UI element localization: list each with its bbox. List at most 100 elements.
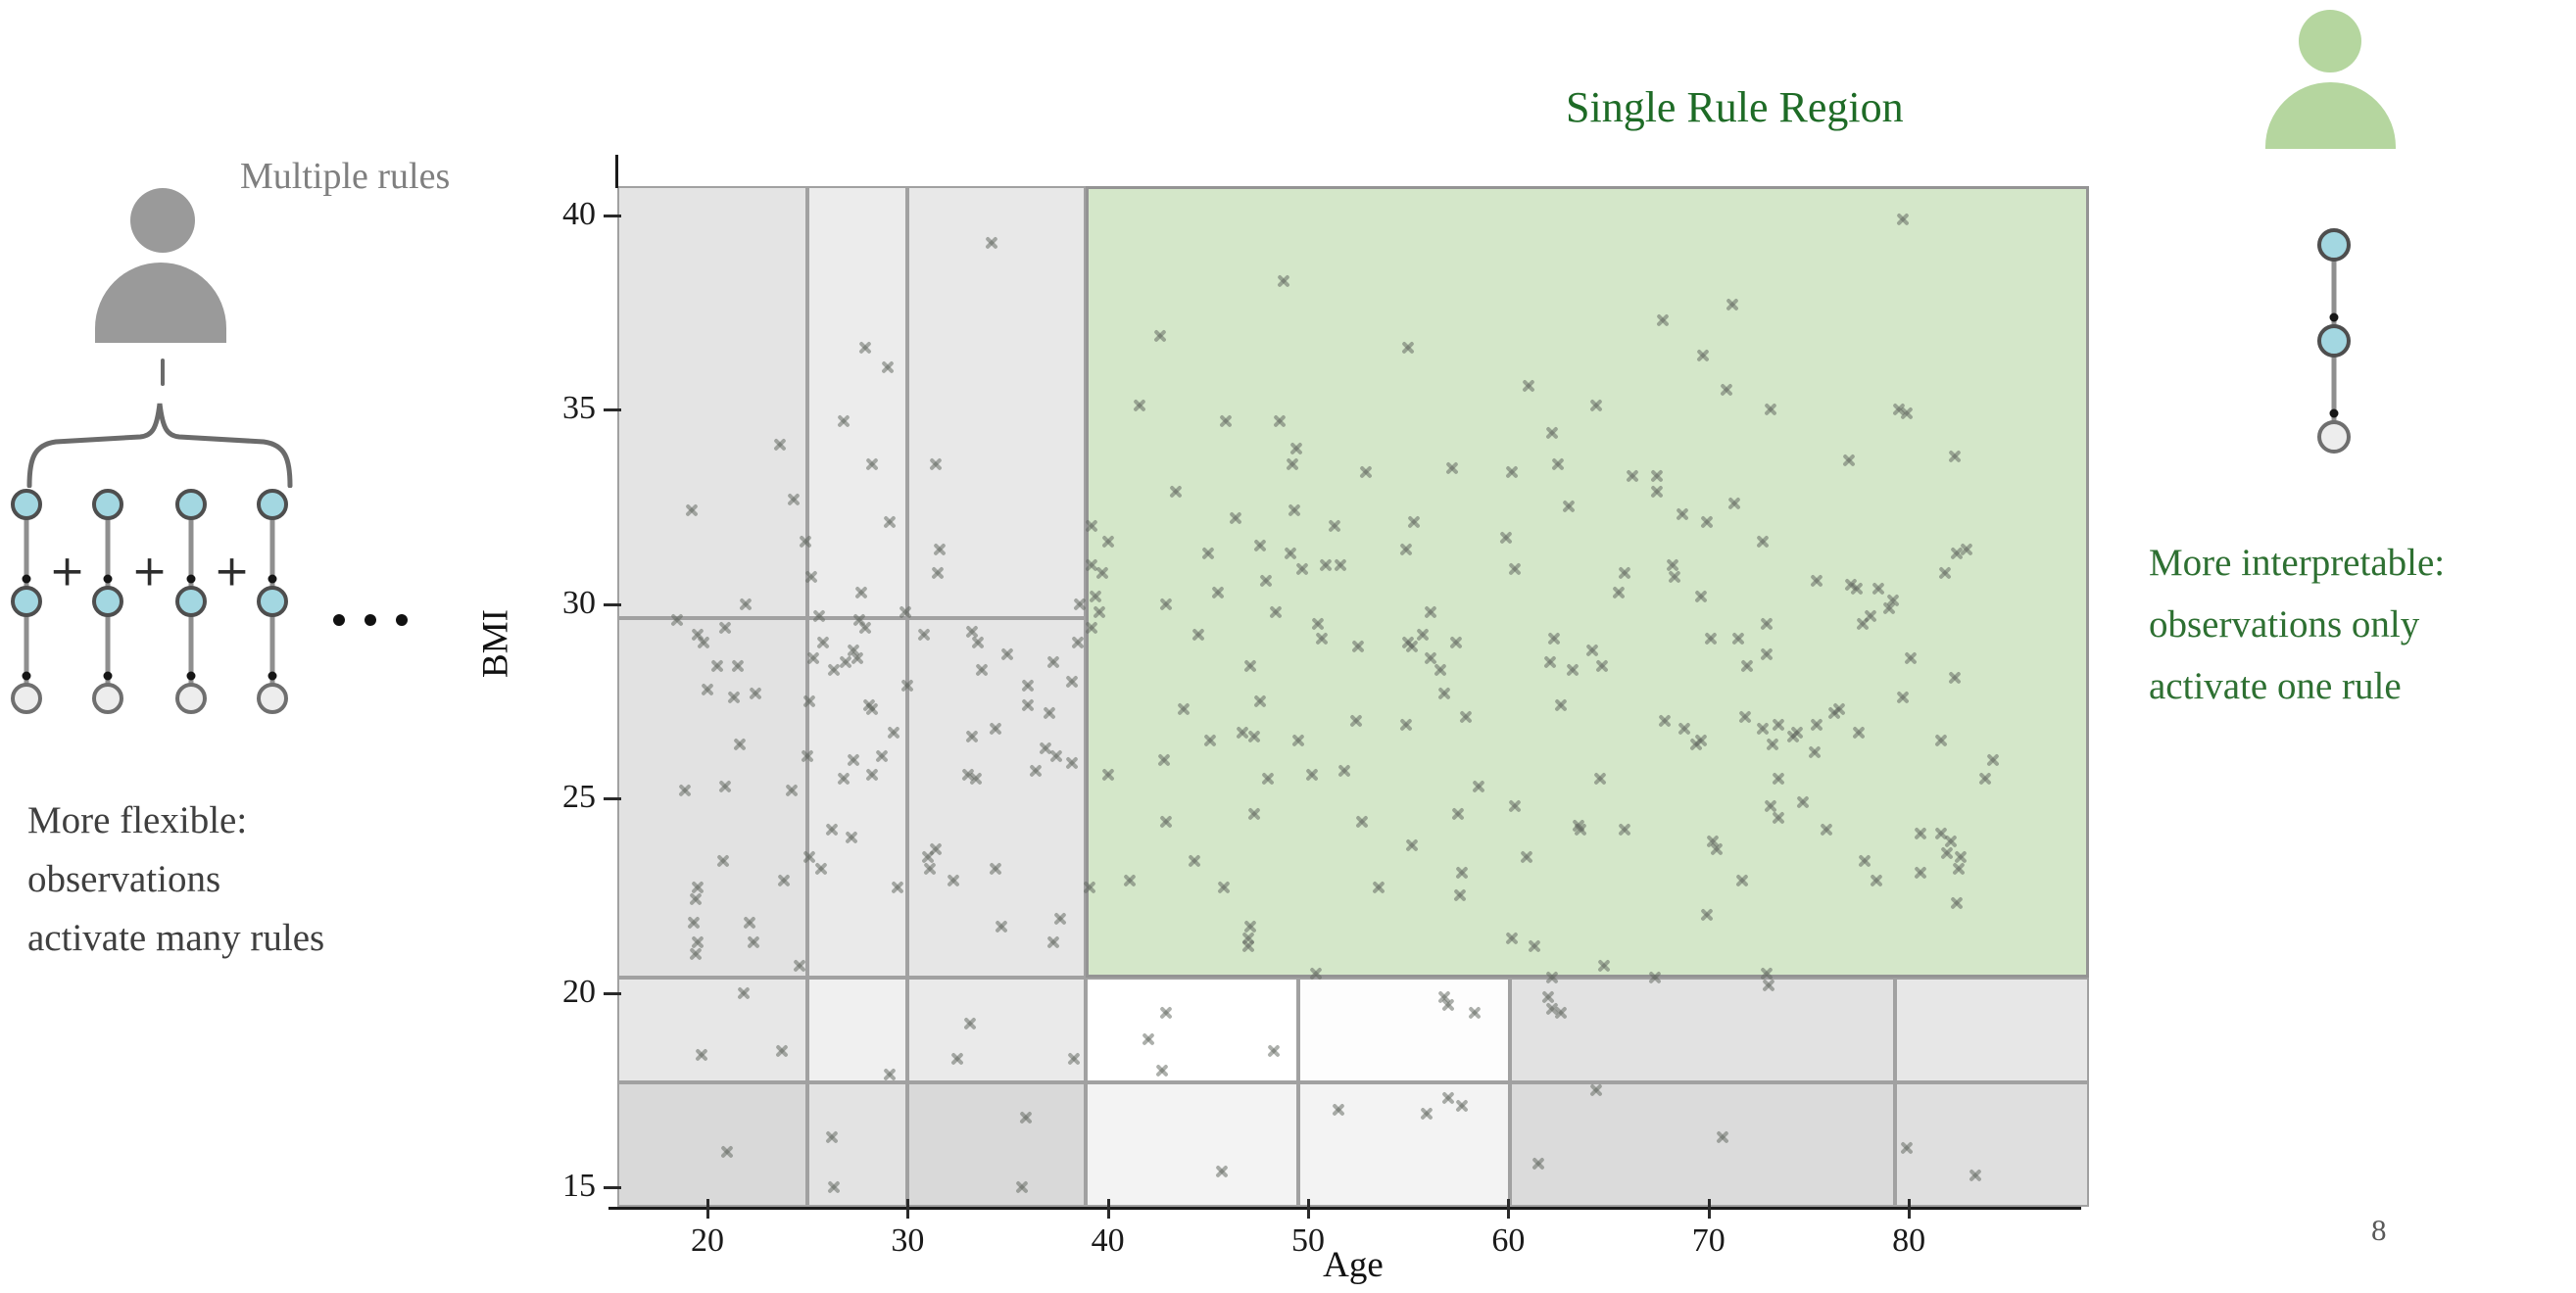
- x-tick: [705, 1199, 709, 1219]
- rule-region: [1510, 1081, 1895, 1207]
- scatter-point: [1810, 718, 1823, 732]
- scatter-point: [720, 1145, 734, 1159]
- scatter-point: [1229, 511, 1242, 525]
- chain-link: [24, 601, 29, 698]
- scatter-point: [1355, 815, 1369, 829]
- plus-sign: +: [49, 546, 85, 597]
- scatter-point: [1650, 485, 1664, 499]
- scatter-point: [1015, 1180, 1029, 1194]
- y-tick-label: 15: [562, 1168, 596, 1205]
- scatter-point: [1595, 659, 1609, 673]
- scatter-point: [1424, 605, 1437, 619]
- scatter-point: [1046, 935, 1060, 949]
- scatter-point: [1856, 617, 1870, 631]
- scatter-point: [1261, 772, 1275, 786]
- scatter-point: [1694, 590, 1708, 603]
- scatter-point: [1441, 1091, 1455, 1105]
- page-number: 8: [2371, 1213, 2387, 1247]
- scatter-point: [701, 683, 714, 696]
- y-tick: [604, 214, 621, 217]
- scatter-point: [804, 570, 818, 584]
- scatter-point: [1416, 628, 1430, 642]
- scatter-point: [1870, 874, 1883, 887]
- scatter-point: [1528, 939, 1541, 953]
- scatter-point: [1291, 734, 1305, 747]
- scatter-point: [1247, 807, 1261, 821]
- scatter-point: [695, 1048, 708, 1062]
- scatter-point: [1253, 539, 1267, 552]
- scatter-point: [825, 1130, 839, 1144]
- scatter-point: [1201, 547, 1215, 560]
- scatter-point: [1531, 1157, 1545, 1171]
- scatter-point: [1420, 1107, 1434, 1121]
- scatter-point: [1243, 659, 1257, 673]
- scatter-point: [837, 414, 851, 428]
- scatter-point: [1188, 854, 1201, 868]
- chain-arrow-dot: [22, 671, 31, 681]
- scatter-point: [1000, 647, 1014, 661]
- scatter-point: [1938, 566, 1952, 580]
- scatter-point: [847, 644, 860, 657]
- scatter-point: [1455, 1099, 1469, 1113]
- scatter-point: [1650, 469, 1664, 483]
- scatter-point: [1735, 874, 1749, 887]
- chain-link: [269, 601, 275, 698]
- scatter-point: [1904, 651, 1918, 665]
- scatter-point: [1337, 764, 1351, 778]
- scatter-point: [689, 947, 703, 961]
- y-tick: [604, 797, 621, 801]
- scatter-point: [743, 916, 756, 930]
- scatter-point: [1656, 313, 1670, 327]
- person-head: [130, 188, 195, 253]
- scatter-point: [1157, 753, 1171, 767]
- scatter-point: [1700, 908, 1714, 922]
- scatter-point: [933, 543, 947, 556]
- rule-region: [807, 186, 908, 618]
- rule-region: [907, 977, 1087, 1082]
- multiple-rules-label: Multiple rules: [240, 156, 451, 197]
- scatter-point: [1786, 730, 1800, 743]
- scatter-point: [1315, 632, 1329, 646]
- scatter-point: [989, 862, 1002, 876]
- scatter-point: [1978, 772, 1992, 786]
- scatter-point: [1508, 799, 1522, 813]
- scatter-point: [1589, 399, 1603, 412]
- scatter-point: [965, 730, 979, 743]
- chain-link: [269, 504, 275, 601]
- scatter-point: [801, 749, 814, 763]
- chain-link: [188, 504, 194, 601]
- ellipsis-dot: [333, 614, 345, 626]
- scatter-point: [1505, 465, 1519, 479]
- scatter-point: [1259, 574, 1273, 588]
- chart-title: Single Rule Region: [1566, 83, 1904, 131]
- scatter-point: [1668, 570, 1681, 584]
- chain-arrow-dot: [22, 574, 31, 584]
- scatter-point: [1772, 718, 1785, 732]
- scatter-point: [1720, 383, 1733, 397]
- rule-region: [1894, 977, 2089, 1082]
- rule-region: [807, 617, 908, 978]
- scatter-point: [1952, 862, 1966, 876]
- scatter-point: [793, 959, 806, 973]
- rule-node-icon: [2317, 324, 2351, 358]
- scatter-point: [1434, 663, 1447, 677]
- scatter-point: [777, 874, 791, 887]
- rule-node-icon: [11, 489, 42, 520]
- scatter-point: [689, 892, 703, 906]
- scatter-point: [1437, 687, 1451, 700]
- scatter-point: [1704, 632, 1718, 646]
- scatter-point: [687, 916, 701, 930]
- chain-link: [24, 504, 29, 601]
- scatter-point: [1950, 896, 1964, 910]
- y-tick-label: 20: [562, 973, 596, 1010]
- scatter-point: [1372, 881, 1385, 894]
- scatter-point: [1505, 932, 1519, 945]
- scatter-point: [1065, 756, 1079, 770]
- rule-region: [617, 186, 808, 618]
- scatter-point: [1520, 850, 1533, 864]
- scatter-point: [1554, 1006, 1568, 1020]
- x-tick: [1908, 1199, 1912, 1219]
- scatter-point: [1029, 764, 1043, 778]
- scatter-point: [1217, 881, 1231, 894]
